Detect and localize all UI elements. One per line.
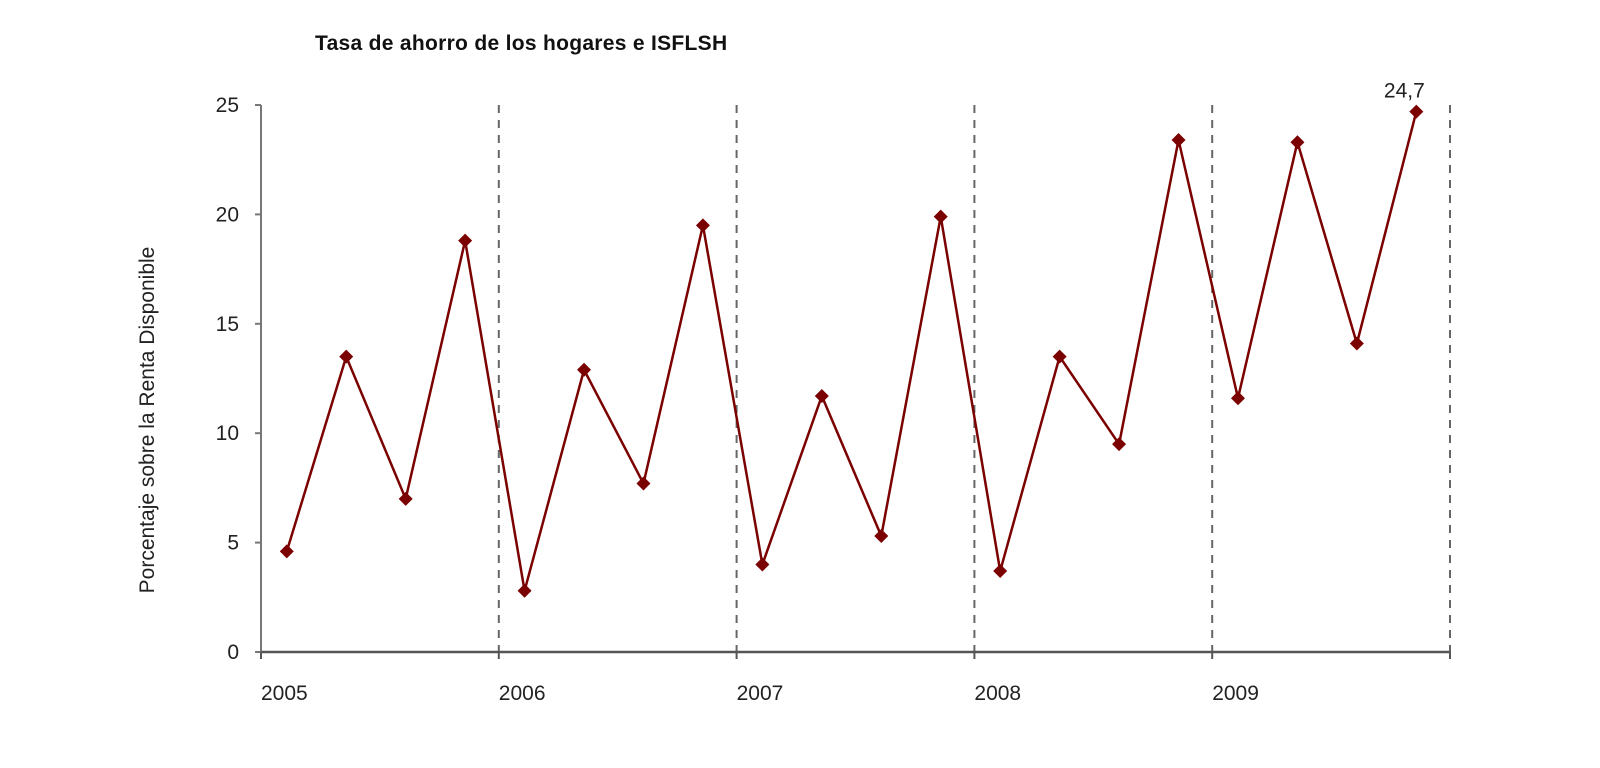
y-tick-label: 10 [216, 422, 239, 445]
series-line [285, 111, 1418, 592]
diamond-marker [993, 564, 1008, 579]
diamond-marker [398, 491, 413, 506]
y-tick-label: 15 [216, 313, 239, 336]
y-tick-label: 5 [227, 532, 239, 555]
data-label: 24,7 [1384, 80, 1425, 103]
diamond-marker [339, 349, 354, 364]
diamond-marker [814, 389, 829, 404]
diamond-marker [517, 583, 532, 598]
diamond-marker [1409, 104, 1424, 119]
diamond-marker [1171, 133, 1186, 148]
diamond-marker [933, 209, 948, 224]
diamond-marker [695, 218, 710, 233]
diamond-marker [1052, 349, 1067, 364]
x-tick-label: 2006 [499, 682, 546, 705]
x-tick-label: 2007 [737, 682, 784, 705]
diamond-marker [1112, 437, 1127, 452]
y-tick-label: 20 [216, 203, 239, 226]
diamond-marker [279, 544, 294, 559]
diamond-marker [1230, 391, 1245, 406]
diamond-marker [636, 476, 651, 491]
x-tick-label: 2008 [974, 682, 1021, 705]
diamond-marker [874, 529, 889, 544]
x-tick-label: 2009 [1212, 682, 1259, 705]
diamond-marker [1290, 135, 1305, 150]
y-tick-label: 0 [227, 641, 239, 664]
diamond-marker [458, 233, 473, 248]
diamond-marker [755, 557, 770, 572]
chart-title: Tasa de ahorro de los hogares e ISFLSH [315, 32, 728, 55]
x-tick-label: 2005 [261, 682, 308, 705]
y-tick-label: 25 [216, 94, 239, 117]
diamond-marker [1349, 336, 1364, 351]
diamond-marker [577, 362, 592, 377]
